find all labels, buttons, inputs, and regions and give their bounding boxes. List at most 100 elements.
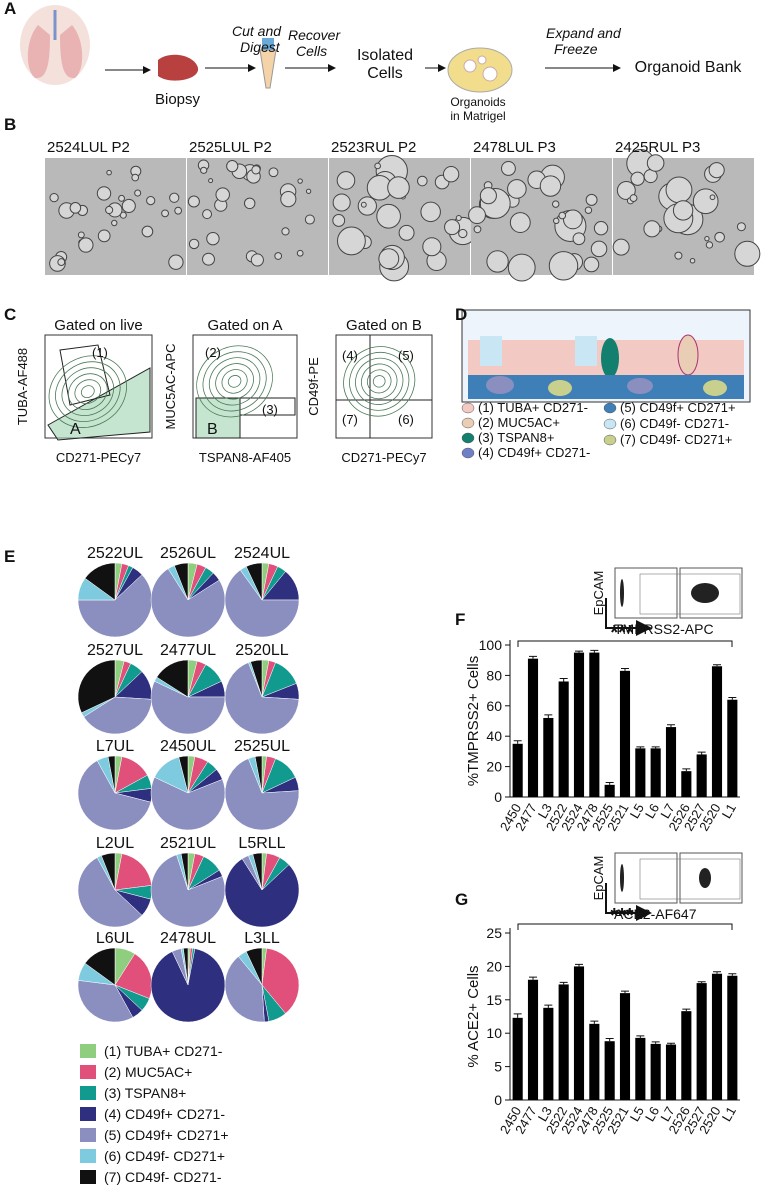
gate-label: (2) xyxy=(205,345,221,360)
organoid xyxy=(296,249,304,257)
x-tick-label: L7 xyxy=(657,801,677,821)
pie-slice xyxy=(224,858,300,928)
legend-swatch xyxy=(80,1149,96,1163)
significance: *** xyxy=(610,622,634,644)
organoid xyxy=(168,254,184,270)
inset-plot xyxy=(614,852,678,904)
pie-title: 2450UL xyxy=(160,738,216,755)
organoid xyxy=(629,194,638,203)
error-bar xyxy=(682,768,691,772)
y-tick-label: 0 xyxy=(494,789,502,805)
bar xyxy=(665,727,677,797)
legend-swatch xyxy=(80,1086,96,1100)
x-axis-label: CD271-PECy7 xyxy=(341,450,426,465)
pie-slice xyxy=(224,569,300,638)
error-bar xyxy=(513,1013,522,1018)
pie-slice xyxy=(77,574,153,638)
organoid xyxy=(704,235,710,242)
bar xyxy=(711,666,723,797)
organoid xyxy=(188,238,200,250)
organoid xyxy=(558,211,567,220)
y-tick-label: 40 xyxy=(486,728,502,744)
organoid xyxy=(332,193,351,212)
y-tick-label: 80 xyxy=(486,667,502,683)
organoid xyxy=(134,189,142,197)
pie-slice xyxy=(183,947,189,986)
error-bar xyxy=(575,963,583,967)
legend-swatch xyxy=(80,1065,96,1079)
bar xyxy=(543,717,554,797)
cell-icon xyxy=(461,417,475,429)
gate xyxy=(59,344,111,406)
organoid xyxy=(77,231,85,239)
significance: *** xyxy=(610,905,634,927)
organoid xyxy=(274,252,283,260)
error-bar xyxy=(713,971,721,974)
inset-y-label: EpCAM xyxy=(591,571,606,616)
pie-slice xyxy=(84,947,116,986)
organoid xyxy=(674,251,683,260)
bar xyxy=(619,670,631,797)
error-bar xyxy=(575,650,583,653)
bar xyxy=(711,973,723,1100)
organoid xyxy=(708,162,725,179)
organoid xyxy=(585,193,598,206)
organoid xyxy=(387,176,410,199)
organoid xyxy=(174,206,183,215)
organoid xyxy=(336,171,356,190)
bar xyxy=(635,1037,646,1100)
step-label: Expand and xyxy=(546,25,622,41)
organoid xyxy=(111,219,118,227)
legend-label: (1) TUBA+ CD271- xyxy=(104,1043,223,1059)
organoid xyxy=(161,209,169,218)
pie-slice xyxy=(84,562,116,601)
organoid xyxy=(422,237,442,257)
inset-x-label: TMPRSS2-APC xyxy=(614,621,714,637)
gate-label: (1) xyxy=(92,345,108,360)
inset-x-label: ACE2-AF647 xyxy=(614,906,697,922)
contour xyxy=(221,369,248,394)
inset-plot xyxy=(679,567,743,619)
bar xyxy=(681,1011,692,1100)
bar xyxy=(527,979,539,1100)
step-label: Digest xyxy=(240,39,281,55)
organoid xyxy=(734,240,761,267)
error-bar xyxy=(728,973,737,976)
inset-axis xyxy=(605,598,652,636)
gate-label: (5) xyxy=(398,348,414,363)
contour xyxy=(215,363,254,400)
bar xyxy=(727,699,738,797)
organoid xyxy=(479,187,497,205)
organoid xyxy=(49,192,59,203)
workflow-icons xyxy=(20,5,621,93)
pie-slice xyxy=(224,758,300,831)
legend-label: (7) CD49f- CD271+ xyxy=(620,432,732,447)
bar xyxy=(573,652,585,797)
micrograph-title: 2478LUL P3 xyxy=(473,139,556,156)
panel-label: A xyxy=(4,0,16,18)
x-tick-label: L5 xyxy=(627,1104,647,1124)
flow-plot-frame xyxy=(335,334,433,439)
pie-slice xyxy=(245,562,263,601)
contour xyxy=(68,373,108,410)
organoid xyxy=(612,238,630,256)
error-bar xyxy=(667,724,675,728)
step-label: Organoid Bank xyxy=(635,59,743,76)
contour xyxy=(366,369,392,394)
legend-swatch xyxy=(80,1128,96,1142)
bar xyxy=(527,658,539,797)
pie-slice xyxy=(114,953,153,999)
contour xyxy=(55,361,121,422)
flow-plot-frame xyxy=(192,334,298,439)
pie-title: L6UL xyxy=(96,930,134,947)
y-axis-label: TUBA-AF488 xyxy=(15,348,30,425)
legend-label: (1) TUBA+ CD271- xyxy=(478,400,588,415)
pie-slice xyxy=(174,562,189,601)
bar xyxy=(619,993,631,1100)
bar xyxy=(512,1017,523,1100)
error-bar xyxy=(544,714,553,718)
legend-label: (2) MUC5AC+ xyxy=(478,415,560,430)
pie-slice xyxy=(245,947,263,986)
inset-plot xyxy=(614,567,678,619)
